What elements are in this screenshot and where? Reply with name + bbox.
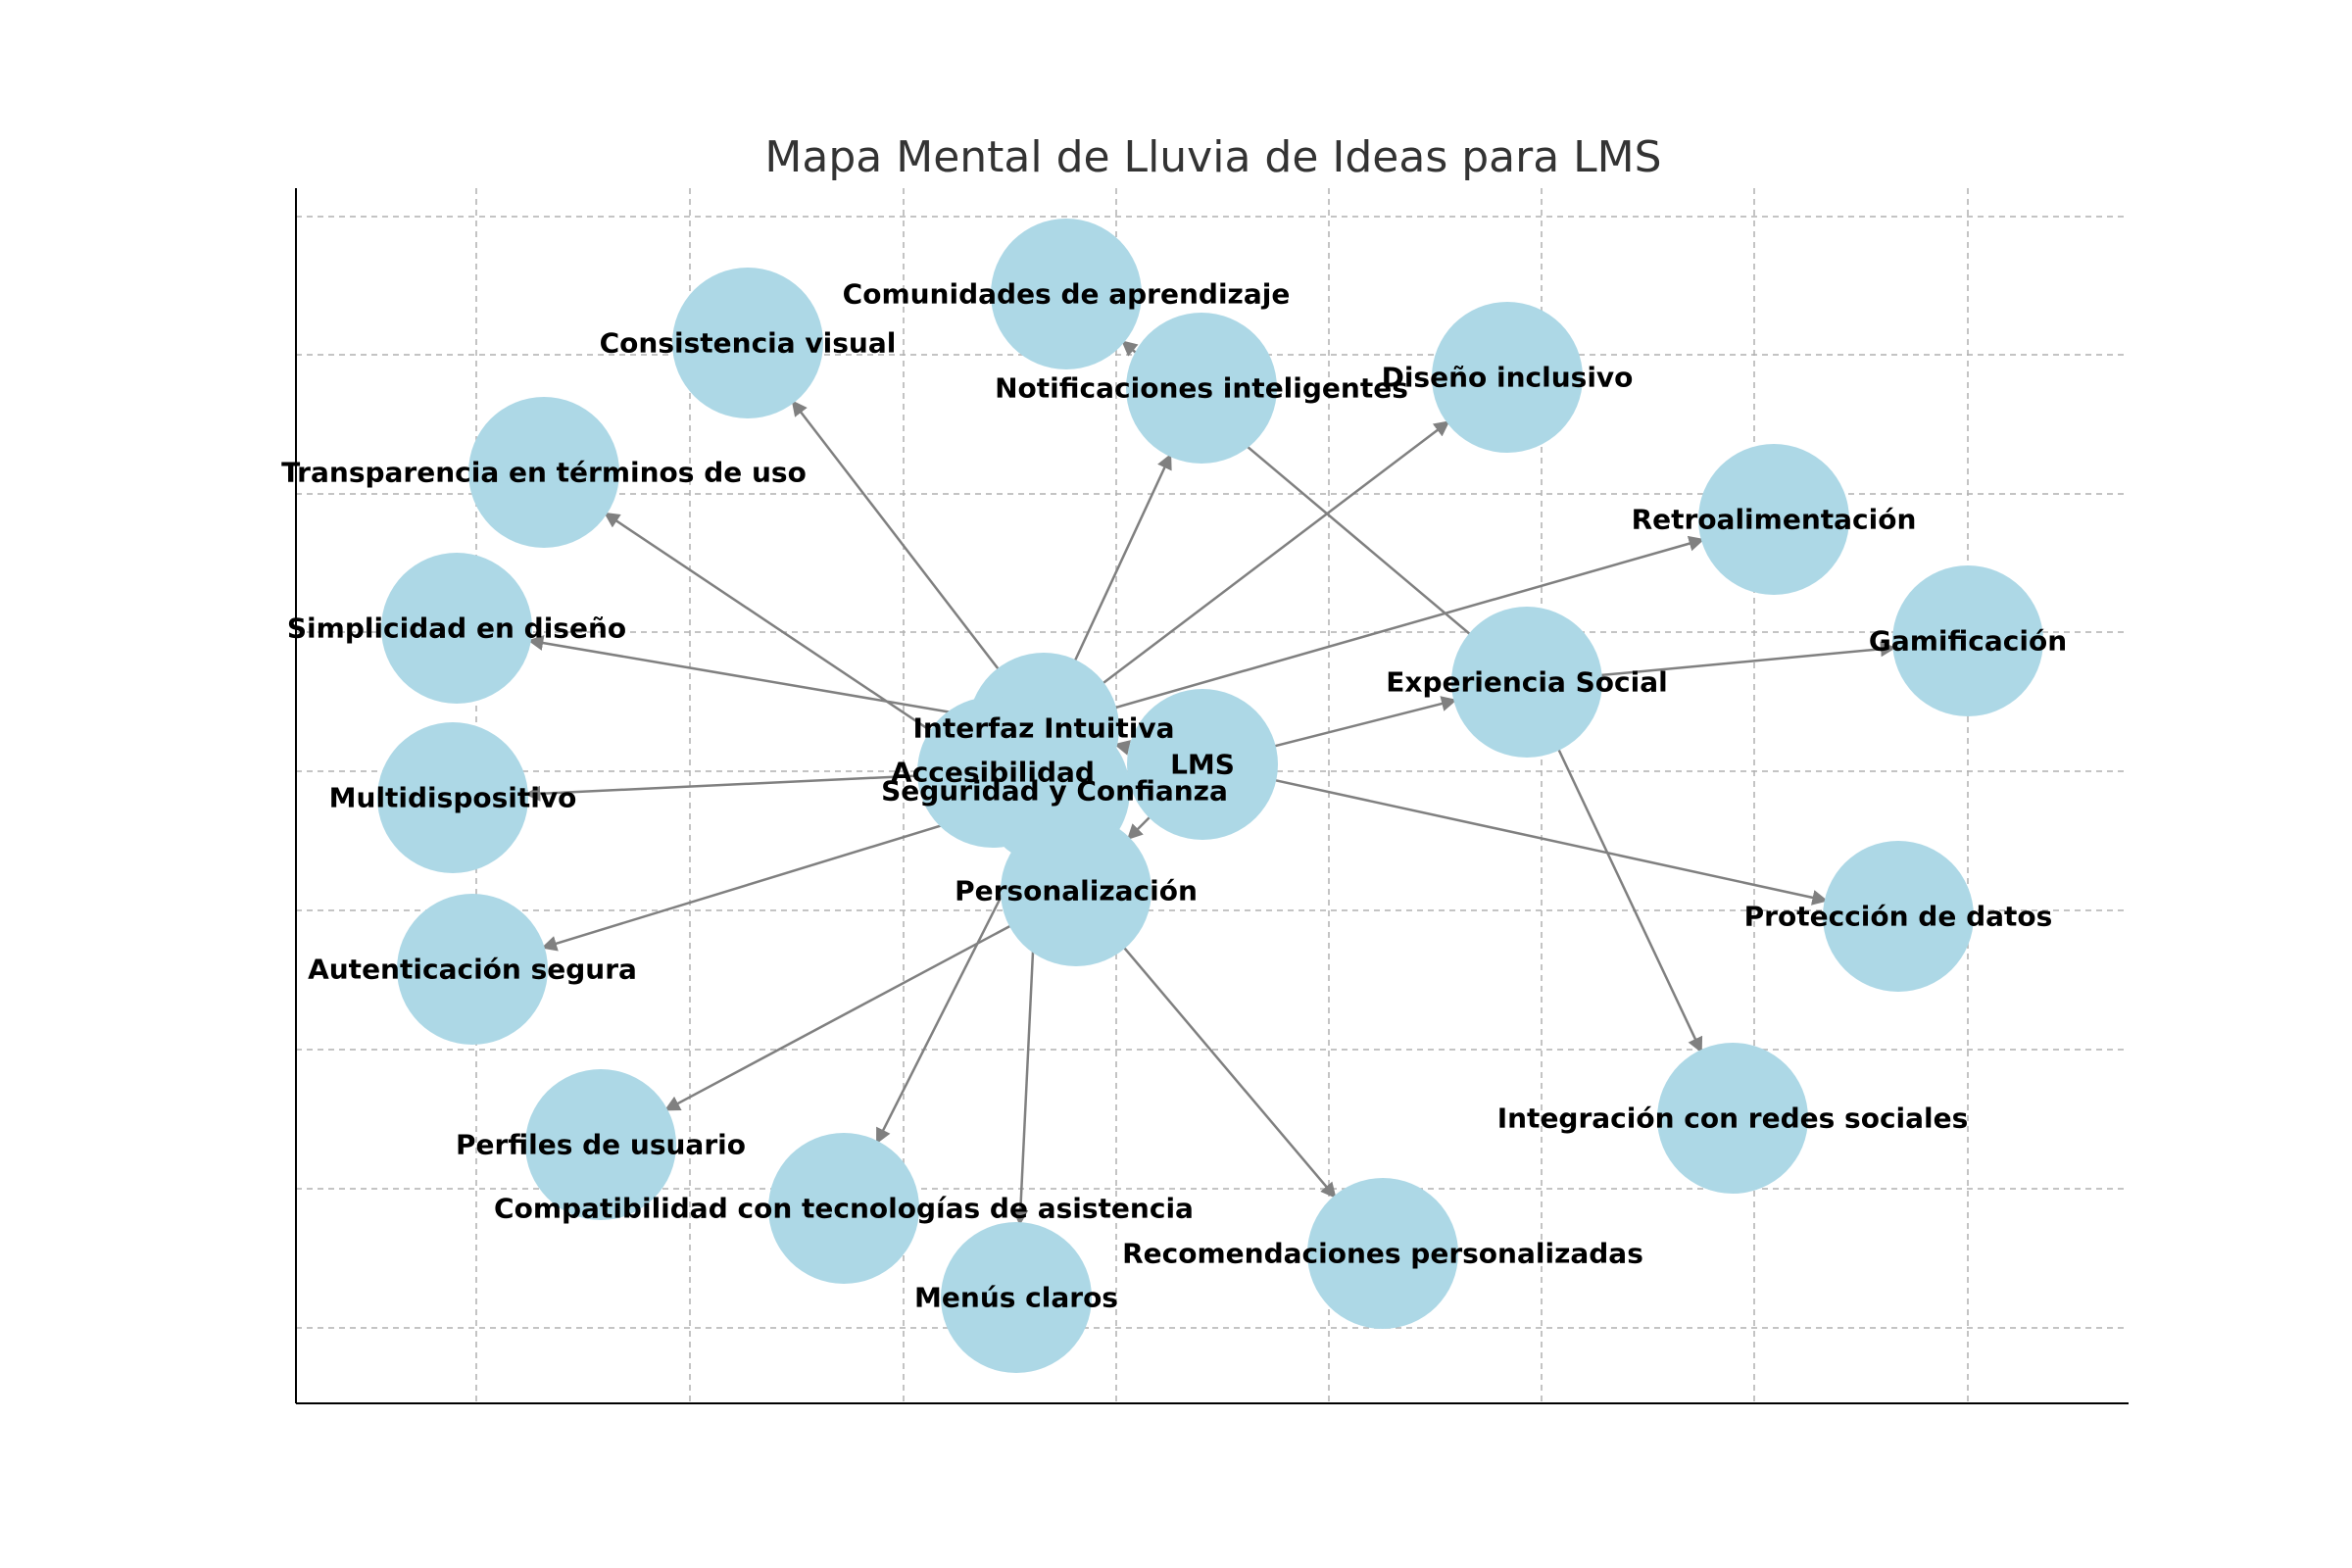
edge-interfaz-to-retro: [1081, 535, 1705, 719]
node-label-consistencia: Consistencia visual: [600, 327, 897, 360]
edge-accesibilidad-to-transparencia: [604, 512, 961, 752]
edge-lms-to-proteccion: [1240, 771, 1829, 906]
node-label-interfaz: Interfaz Intuitiva: [912, 712, 1174, 745]
node-perfiles: [525, 1069, 676, 1220]
node-experiencia: [1451, 607, 1602, 758]
node-integracion: [1657, 1043, 1808, 1194]
node-label-integracion: Integración con redes sociales: [1497, 1102, 1969, 1135]
node-personalizacion: [1001, 815, 1152, 966]
node-consistencia: [672, 268, 823, 418]
edge-accesibilidad-to-multidispositivo: [524, 772, 955, 802]
node-label-retro: Retroalimentación: [1632, 504, 1917, 536]
node-label-experiencia: Experiencia Social: [1386, 666, 1667, 699]
node-label-seguridad: Seguridad y Confianza: [881, 775, 1228, 808]
node-gamificacion: [1892, 565, 2043, 716]
node-compatibilidad: [768, 1133, 919, 1284]
edge-experiencia-to-integracion: [1542, 716, 1703, 1054]
node-label-accesibilidad: Accesibilidad: [891, 757, 1095, 789]
node-lms: [1127, 689, 1278, 840]
node-autenticacion: [397, 894, 548, 1045]
node-comunidades: [991, 219, 1142, 369]
edge-personalizacion-to-recomendaciones: [1100, 919, 1337, 1199]
edge-interfaz-to-simplicidad: [527, 635, 1005, 723]
edge-lms-to-experiencia: [1240, 696, 1457, 757]
edge-interfaz-to-diseno_inclusivo: [1074, 420, 1450, 706]
edges-layer: [524, 340, 1896, 1226]
node-diseno_inclusivo: [1432, 302, 1583, 453]
node-label-gamificacion: Gamificación: [1869, 625, 2067, 658]
node-label-diseno_inclusivo: Diseño inclusivo: [1382, 362, 1634, 394]
node-transparencia: [468, 397, 619, 548]
node-proteccion: [1823, 841, 1974, 992]
node-label-autenticacion: Autenticación segura: [308, 954, 637, 986]
edge-personalizacion-to-perfiles: [663, 907, 1043, 1111]
node-label-proteccion: Protección de datos: [1744, 901, 2053, 933]
edge-experiencia-to-gamificacion: [1565, 641, 1896, 680]
node-recomendaciones: [1307, 1178, 1458, 1329]
node-simplicidad: [381, 553, 532, 704]
node-label-comunidades: Comunidades de aprendizaje: [843, 278, 1291, 311]
node-label-perfiles: Perfiles de usuario: [456, 1129, 746, 1161]
labels-layer: LMS Interfaz Intuitiva AccesibilidadSeguri…: [281, 278, 2067, 1314]
edge-interfaz-to-consistencia: [791, 400, 1021, 699]
node-menus: [941, 1222, 1092, 1373]
node-label-transparencia: Transparencia en términos de uso: [281, 457, 807, 489]
edge-interfaz-to-notificaciones: [1058, 453, 1172, 694]
node-label-multidispositivo: Multidispositivo: [329, 782, 577, 814]
node-multidispositivo: [377, 722, 528, 873]
diagram-title: Mapa Mental de Lluvia de Ideas para LMS: [764, 132, 1661, 182]
node-label-personalizacion: Personalización: [955, 875, 1198, 907]
node-label-lms: LMS: [1170, 749, 1235, 781]
node-retro: [1698, 444, 1849, 595]
node-label-notificaciones: Notificaciones inteligentes: [995, 372, 1408, 405]
nodes-layer: [377, 219, 2043, 1373]
edge-seguridad-to-autenticacion: [541, 801, 1018, 952]
node-label-menus: Menús claros: [914, 1282, 1118, 1314]
node-notificaciones: [1126, 313, 1277, 464]
node-label-compatibilidad: Compatibilidad con tecnologías de asiste…: [494, 1193, 1194, 1225]
node-label-simplicidad: Simplicidad en diseño: [287, 612, 626, 645]
node-label-recomendaciones: Recomendaciones personalizadas: [1122, 1238, 1643, 1270]
